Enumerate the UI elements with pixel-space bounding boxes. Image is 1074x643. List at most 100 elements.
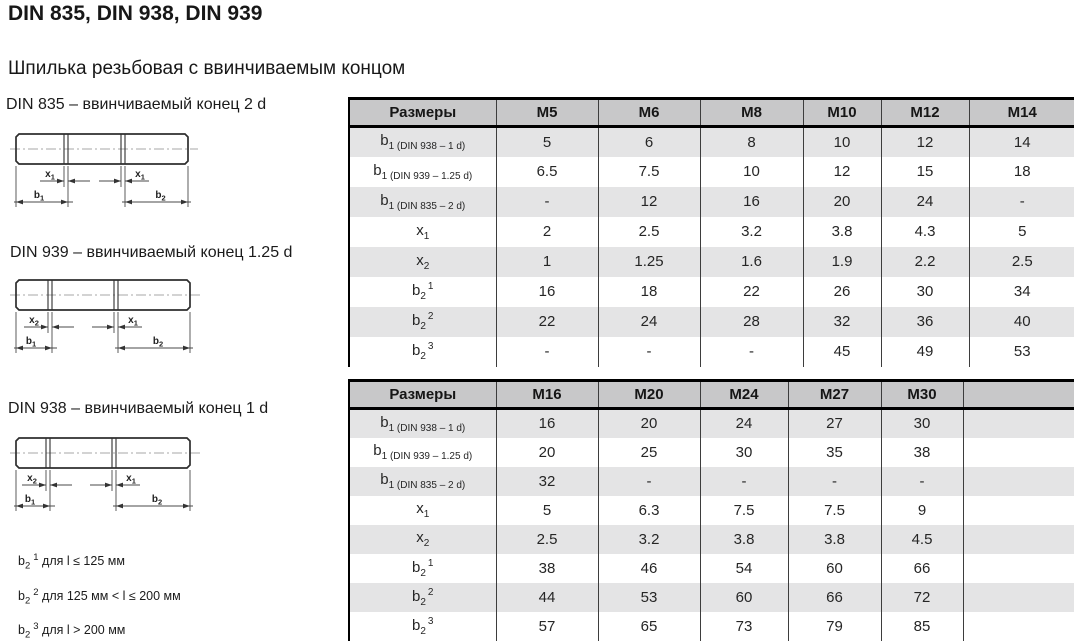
table-cell: 8: [699, 126, 803, 157]
table-row: x2 1 1.25 1.6 1.9 2.2 2.5: [349, 246, 1074, 277]
table-row: b21 16 18 22 26 30 34: [349, 276, 1074, 307]
table-cell: 28: [699, 306, 803, 337]
table-cell: 6.5: [495, 156, 598, 187]
row-label: b1 (DIN 938 – 1 d): [380, 132, 466, 153]
table-row: x1 2 2.5 3.2 3.8 4.3 5: [349, 216, 1074, 247]
table-cell: 5: [495, 495, 598, 525]
table-cell: 2.5: [597, 216, 700, 247]
dim-label-x-right: x1: [126, 473, 136, 486]
table-cell: 10: [802, 126, 881, 157]
table-cell: [962, 437, 1074, 467]
table-cell: 15: [880, 156, 969, 187]
header-row: Размеры M16 M20 M24 M27 M30: [349, 380, 1074, 410]
table-row: b22 22 24 28 32 36 40: [349, 306, 1074, 337]
table-cell: 7.5: [597, 156, 700, 187]
table-cell: 20: [597, 408, 700, 438]
dim-label-b2: b2: [155, 190, 165, 203]
table-cell: 46: [597, 553, 700, 583]
table-cell: [962, 611, 1074, 641]
table-cell: 38: [495, 553, 598, 583]
table-cell: 49: [880, 336, 969, 367]
table-cell: 3.2: [699, 216, 803, 247]
row-label: x1: [416, 221, 430, 242]
column-header: M16: [495, 380, 598, 410]
table-cell: 12: [802, 156, 881, 187]
table-cell: 16: [495, 276, 598, 307]
row-label: b22: [412, 311, 434, 332]
table-cell: 24: [699, 408, 788, 438]
table-cell: 2.5: [968, 246, 1074, 277]
dim-label-b1: b1: [26, 336, 36, 349]
table-cell: 20: [495, 437, 598, 467]
table-cell: 45: [802, 336, 881, 367]
column-header: M24: [699, 380, 788, 410]
table-cell: 34: [968, 276, 1074, 307]
dim-label-x-right: x1: [135, 169, 145, 182]
table-row: b1 (DIN 939 – 1.25 d) 6.5 7.5 10 12 15 18: [349, 156, 1074, 187]
table-cell: -: [880, 466, 963, 496]
table-cell: 9: [880, 495, 963, 525]
table-cell: 35: [787, 437, 881, 467]
table-cell: 22: [699, 276, 803, 307]
table-cell: 4.5: [880, 524, 963, 554]
dim-label-x-left: x2: [29, 315, 39, 328]
row-label: b1 (DIN 938 – 1 d): [380, 413, 466, 434]
table-cell: 22: [495, 306, 598, 337]
table-cell: [962, 466, 1074, 496]
table-row: b23- - -45 49 53: [349, 336, 1074, 367]
dim-label-b2: b2: [153, 336, 163, 349]
table-cell: 3.8: [802, 216, 881, 247]
footnote-text: для l > 200 мм: [38, 623, 126, 638]
table-cell: 3.8: [787, 524, 881, 554]
table-cell: 27: [787, 408, 881, 438]
table-cell: 5: [495, 126, 598, 157]
table-cell: 18: [597, 276, 700, 307]
table-cell: 1.6: [699, 246, 803, 277]
dim-label-b2: b2: [152, 494, 162, 507]
row-label: b1 (DIN 835 – 2 d): [380, 191, 466, 212]
drawing-caption-din835: DIN 835 – ввинчиваемый конец 2 d: [6, 96, 267, 113]
table-cell: -: [597, 466, 700, 496]
table-cell: 73: [699, 611, 788, 641]
table-cell: 79: [787, 611, 881, 641]
table-cell: 16: [699, 186, 803, 217]
column-header: Размеры: [349, 380, 496, 410]
column-header: M27: [787, 380, 881, 410]
table-row: b1 (DIN 938 – 1 d) 16 20 24 27 30: [349, 408, 1074, 438]
page-subtitle: Шпилька резьбовая с ввинчиваемым концом: [8, 58, 406, 79]
table-cell: 26: [802, 276, 881, 307]
page-title: DIN 835, DIN 938, DIN 939: [8, 2, 263, 25]
table-cell: 24: [880, 186, 969, 217]
table-cell: -: [968, 186, 1074, 217]
dim-label-x-right: x1: [128, 315, 138, 328]
footnote-text: для l ≤ 125 мм: [38, 554, 125, 569]
table-row: x2 2.5 3.2 3.8 3.8 4.5: [349, 524, 1074, 554]
table-large-sizes-wrap: Размеры M16 M20 M24 M27 M30 b1 (DIN 938 – 1 d)…: [348, 379, 1074, 641]
table-cell: -: [699, 336, 803, 367]
column-header: M5: [495, 98, 598, 128]
table-cell: 2: [495, 216, 598, 247]
dim-label-b1: b1: [34, 190, 44, 203]
table-cell: 66: [787, 582, 881, 612]
table-cell: 32: [802, 306, 881, 337]
stud-drawing-din938: x2 x1 b1 b2: [10, 437, 200, 511]
table-cell: 38: [880, 437, 963, 467]
table-row: b1 (DIN 835 – 2 d) 32- - - -: [349, 466, 1074, 496]
drawing-caption-din938: DIN 938 – ввинчиваемый конец 1 d: [8, 400, 269, 417]
table-cell: [962, 582, 1074, 612]
table-cell: 30: [880, 276, 969, 307]
table-cell: 10: [699, 156, 803, 187]
table-cell: 24: [597, 306, 700, 337]
column-header: M8: [699, 98, 803, 128]
table-row: b23 57 65 73 79 85: [349, 611, 1074, 641]
footnotes: b21 для l ≤ 125 мм b22 для 125 мм < l ≤ 2…: [18, 552, 181, 643]
table-cell: 85: [880, 611, 963, 641]
table-cell: 6.3: [597, 495, 700, 525]
table-cell: 7.5: [699, 495, 788, 525]
dim-label-x-left: x2: [27, 473, 37, 486]
table-cell: 3.2: [597, 524, 700, 554]
table-cell: 60: [787, 553, 881, 583]
column-header: Размеры: [349, 98, 496, 128]
table-cell: 57: [495, 611, 598, 641]
